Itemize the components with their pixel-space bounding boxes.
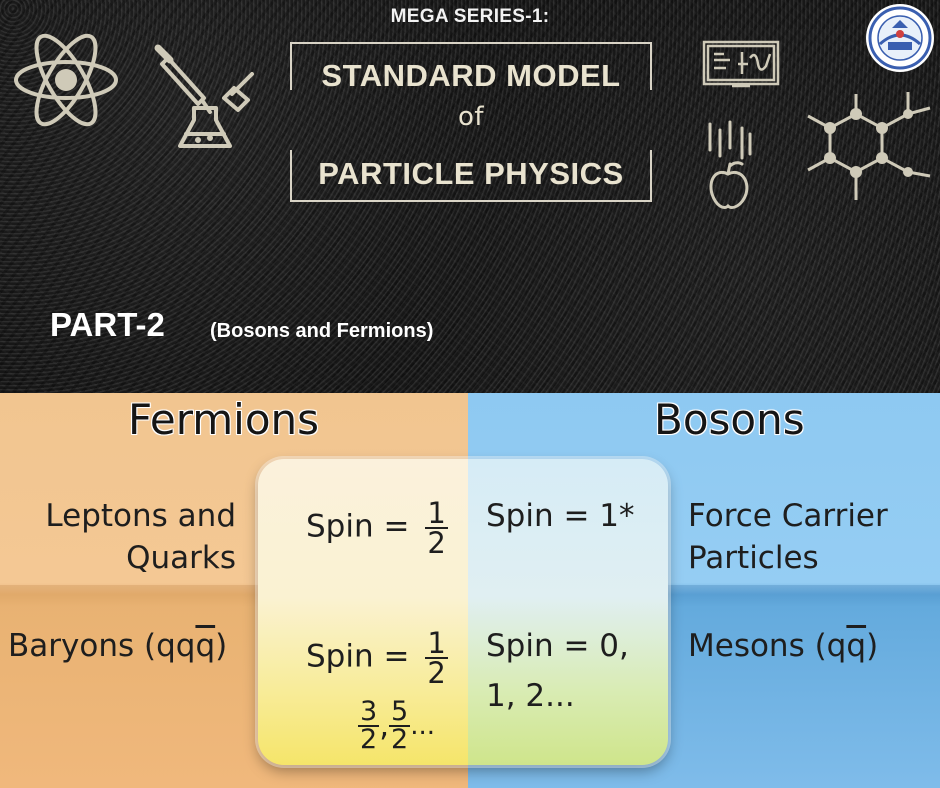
title-frame-top <box>290 42 652 90</box>
bosons-heading: Bosons <box>654 395 805 444</box>
fermions-heading: Fermions <box>128 395 320 444</box>
falling-apple-icon <box>708 120 752 209</box>
force-carrier-label: Force Carrier Particles <box>688 495 928 579</box>
force-carrier-line: Force Carrier <box>688 498 888 534</box>
fraction-numerator-2: 1 <box>425 626 448 660</box>
fermion-spin-prefix: Spin = <box>306 508 420 545</box>
institution-logo <box>866 4 934 72</box>
fraction-numerator: 1 <box>425 496 448 530</box>
atom-icon <box>14 33 118 127</box>
emblem-icon <box>868 6 932 70</box>
title-frame-bottom <box>290 150 652 202</box>
spin-center-box <box>258 459 668 765</box>
part-label: PART-2 <box>50 306 165 343</box>
five-halves-den: 2 <box>391 724 409 755</box>
fraction-denominator: 2 <box>427 526 446 560</box>
part-subtitle: (Bosons and Fermions) <box>210 320 434 342</box>
dropper-flask-icon <box>154 44 254 148</box>
three-halves-num: 3 <box>358 696 380 727</box>
title-main: STANDARD MODEL <box>321 58 621 93</box>
baryons-prefix: Baryons (qq <box>8 628 196 664</box>
mesons-prefix: Mesons (q <box>688 628 847 664</box>
blackboard-formula-icon <box>702 40 780 88</box>
series-title: MEGA SERIES-1: <box>390 6 550 27</box>
title-banner <box>0 0 940 393</box>
boson-spin-row2: Spin = 0, 1, 2... <box>486 625 629 717</box>
title-subtitle: PARTICLE PHYSICS <box>318 156 624 191</box>
three-halves-den: 2 <box>360 724 378 755</box>
fraction-separator: , <box>379 708 390 744</box>
center-fermion-half <box>258 459 468 765</box>
baryons-antiquark: q <box>195 628 216 664</box>
boson-spin-line1: Spin = 0, <box>486 628 629 664</box>
molecule-hexagon-icon <box>807 92 931 200</box>
boson-spin-row1: Spin = 1* <box>486 498 635 534</box>
particles-line: Particles <box>688 540 819 576</box>
mesons-antiquark: q <box>846 628 867 664</box>
mesons-suffix: ) <box>866 628 879 664</box>
leptons-line: Leptons and <box>45 498 236 534</box>
quarks-line: Quarks <box>126 540 236 576</box>
center-boson-half <box>468 459 668 765</box>
leptons-quarks-label: Leptons and Quarks <box>0 495 236 579</box>
title-of: of <box>457 102 485 132</box>
fermion-boson-table: Fermions Bosons Leptons and Quarks Spin … <box>0 393 940 788</box>
baryons-label: Baryons (qqq) <box>8 625 227 667</box>
boson-spin-line2: 1, 2... <box>486 678 575 714</box>
mesons-label: Mesons (qq) <box>688 625 878 667</box>
ellipsis: ... <box>410 711 436 741</box>
baryons-suffix: ) <box>215 628 228 664</box>
fraction-denominator-2: 2 <box>427 656 446 690</box>
five-halves-num: 5 <box>389 696 411 727</box>
fermion-spin-extra: 3 2, 5 2... <box>358 696 436 755</box>
fermion-spin-prefix-2: Spin = <box>306 638 420 675</box>
